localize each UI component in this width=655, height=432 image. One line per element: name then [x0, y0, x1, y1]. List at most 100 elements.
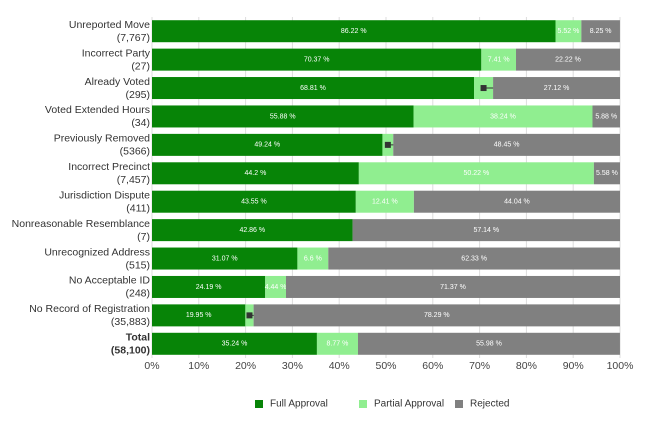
category-label: Incorrect Precinct [68, 161, 150, 173]
bar-segment [152, 162, 359, 185]
value-label: 24.19 % [196, 284, 222, 291]
value-label: 5.88 % [595, 113, 617, 120]
x-tick-label: 70% [469, 360, 490, 372]
bar-segment [358, 162, 594, 185]
value-label: 48.45 % [494, 142, 520, 149]
bar-segment [152, 48, 482, 71]
x-tick-label: 100% [607, 360, 634, 372]
category-label: No Acceptable ID [69, 275, 151, 287]
value-label: 43.55 % [241, 199, 267, 206]
bar-segment [581, 20, 620, 43]
bar-segment [413, 105, 593, 128]
category-count: (58,100) [111, 345, 150, 357]
bar-segment [152, 304, 246, 327]
bar-segment [253, 304, 621, 327]
category-label: Incorrect Party [82, 47, 151, 59]
bar-segment [152, 77, 475, 100]
bar-segment [285, 275, 620, 298]
bar-segment [152, 247, 298, 270]
bar-segment [152, 105, 414, 128]
value-label: 78.29 % [424, 312, 450, 319]
value-label: 50.22 % [464, 170, 490, 177]
category-label: Already Voted [85, 76, 151, 88]
category-count: (7) [137, 231, 150, 243]
category-label: Total [126, 332, 150, 344]
x-tick-label: 30% [282, 360, 303, 372]
x-tick-label: 20% [235, 360, 256, 372]
value-label: 35.24 % [222, 341, 248, 348]
value-label: 5.52 % [558, 28, 580, 35]
bar-segment [152, 133, 383, 156]
value-label: 42.86 % [239, 227, 265, 234]
category-count: (5366) [120, 146, 150, 158]
value-label: 8.25 % [590, 28, 612, 35]
value-label: 62.33 % [461, 255, 487, 262]
value-label: 68.81 % [300, 85, 326, 92]
legend-label: Rejected [470, 399, 509, 410]
value-label: 70.37 % [304, 56, 330, 63]
legend-swatch [359, 400, 367, 408]
category-count: (515) [125, 259, 150, 271]
x-tick-label: 10% [188, 360, 209, 372]
value-label: 49.24 % [254, 142, 280, 149]
value-label: 55.88 % [270, 113, 296, 120]
value-label: 38.24 % [490, 113, 516, 120]
legend-label: Partial Approval [374, 399, 444, 410]
category-label: Previously Removed [54, 133, 150, 145]
x-tick-label: 90% [563, 360, 584, 372]
value-label: 57.14 % [473, 227, 499, 234]
category-label: Voted Extended Hours [45, 104, 150, 116]
value-label: 86.22 % [341, 28, 367, 35]
bar-segment [516, 48, 620, 71]
bar-segment [152, 275, 266, 298]
bar-segment [393, 133, 620, 156]
bar-segment [493, 77, 620, 100]
legend-swatch [455, 400, 463, 408]
category-count: (34) [131, 117, 150, 129]
value-label: 71.37 % [440, 284, 466, 291]
value-label: 44.04 % [504, 199, 530, 206]
value-label: 8.77 % [327, 341, 349, 348]
bar-segment [152, 332, 317, 355]
value-label: 19.95 % [186, 312, 212, 319]
value-label: 31.07 % [212, 255, 238, 262]
category-count: (7,767) [117, 32, 150, 44]
legend-swatch [255, 400, 263, 408]
bar-segment [152, 190, 356, 213]
category-count: (27) [131, 60, 150, 72]
bar-segment [413, 190, 620, 213]
bar-segment [152, 20, 556, 43]
bar-segment [481, 48, 517, 71]
bar-segment [592, 105, 620, 128]
value-label: 22.22 % [555, 56, 581, 63]
category-count: (7,457) [117, 174, 150, 186]
bar-segment [555, 20, 582, 43]
bar-segment [297, 247, 329, 270]
bar-segment [357, 332, 620, 355]
category-count: (295) [125, 89, 150, 101]
value-label: 27.12 % [544, 85, 570, 92]
x-tick-label: 80% [516, 360, 537, 372]
category-label: Nonreasonable Resemblance [12, 218, 150, 230]
x-tick-label: 50% [375, 360, 396, 372]
value-label: 4.44 % [265, 284, 287, 291]
value-label: 6.6 % [304, 255, 322, 262]
bar-segment [355, 190, 414, 213]
value-label: 12.41 % [372, 199, 398, 206]
value-label: 55.98 % [476, 341, 502, 348]
category-count: (411) [126, 202, 150, 214]
legend-label: Full Approval [270, 399, 328, 410]
category-count: (248) [125, 288, 150, 300]
bar-segment [265, 275, 286, 298]
category-label: Jurisdiction Dispute [59, 189, 150, 201]
bar-segment [352, 219, 620, 242]
bar-segment [593, 162, 620, 185]
x-tick-label: 40% [329, 360, 350, 372]
category-count: (35,883) [111, 316, 150, 328]
category-label: Unrecognized Address [44, 246, 150, 258]
bar-segment [152, 219, 353, 242]
value-label: 5.58 % [596, 170, 618, 177]
bar-segment [328, 247, 620, 270]
category-label: Unreported Move [69, 19, 150, 31]
